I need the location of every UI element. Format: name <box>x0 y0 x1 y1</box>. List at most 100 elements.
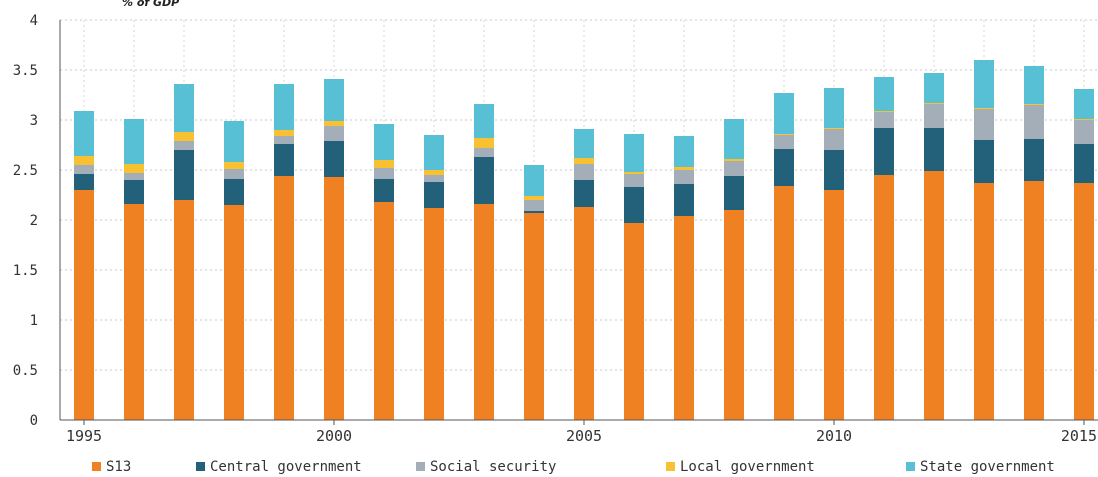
bar-segment <box>1074 89 1094 119</box>
y-tick-label: 3.5 <box>13 63 38 79</box>
bar-segment <box>224 169 244 179</box>
bar-segment <box>874 111 894 112</box>
bar-segment <box>774 149 794 186</box>
bar-segment <box>424 182 444 208</box>
legend-swatch <box>666 462 675 471</box>
bar-segment <box>274 84 294 130</box>
legend: S13 Central government Social security Loca… <box>92 459 1055 475</box>
bar-segment <box>724 176 744 210</box>
bar-segment <box>624 223 644 420</box>
bar-segment <box>124 119 144 164</box>
bar-segment <box>474 148 494 157</box>
bar-segment <box>874 77 894 111</box>
legend-label: Social security <box>430 459 556 475</box>
bar-segment <box>474 204 494 420</box>
bar-segment <box>1074 120 1094 144</box>
bar-segment <box>324 121 344 126</box>
x-tick-label: 2010 <box>816 427 852 445</box>
bar-segment <box>74 111 94 156</box>
bar-segment <box>774 93 794 134</box>
bar-segment <box>724 210 744 420</box>
bar-segment <box>174 132 194 141</box>
bar-segment <box>324 141 344 177</box>
bar-segment <box>924 104 944 128</box>
bar-segment <box>1074 183 1094 420</box>
bar-segment <box>324 79 344 121</box>
bar-segment <box>374 168 394 179</box>
bar-segment <box>624 134 644 172</box>
legend-label: Local government <box>680 459 815 475</box>
bar-segment <box>324 177 344 420</box>
bar-segment <box>1024 139 1044 181</box>
y-tick-label: 1.5 <box>13 263 38 279</box>
x-tick-label: 2015 <box>1061 427 1097 445</box>
y-tick-label: 2 <box>30 213 38 229</box>
y-tick-label: 4 <box>30 13 38 29</box>
bar-segment <box>674 170 694 184</box>
bar-segment <box>74 165 94 174</box>
legend-swatch <box>196 462 205 471</box>
x-tick-label: 2005 <box>566 427 602 445</box>
bar-segment <box>824 150 844 190</box>
bar-segment <box>224 121 244 162</box>
bar-segment <box>1074 119 1094 120</box>
bar-segment <box>1074 144 1094 183</box>
bar-segment <box>924 171 944 420</box>
bar-segment <box>1024 105 1044 139</box>
bar-segment <box>824 88 844 128</box>
bar-segment <box>624 174 644 187</box>
bar-segment <box>174 141 194 150</box>
bar-segment <box>724 159 744 161</box>
bar-segment <box>224 179 244 205</box>
bar-segment <box>524 200 544 211</box>
bar-segment <box>574 180 594 207</box>
bar-segment <box>924 73 944 103</box>
bar-segment <box>374 160 394 168</box>
bar-segment <box>524 165 544 196</box>
bar-segment <box>474 104 494 138</box>
bar-segment <box>624 172 644 174</box>
bar-segment <box>974 140 994 183</box>
bar-segment <box>74 190 94 420</box>
bar-segment <box>224 205 244 420</box>
bar-segment <box>774 135 794 149</box>
y-tick-label: 1 <box>30 313 38 329</box>
bar-segment <box>574 158 594 164</box>
bar-segment <box>674 136 694 167</box>
unit-label: % of GDP <box>122 0 180 9</box>
bar-segment <box>724 161 744 176</box>
bar-segment <box>824 129 844 150</box>
bar-segment <box>674 167 694 170</box>
bar-segment <box>274 176 294 420</box>
bar-segment <box>1024 104 1044 105</box>
bar-segment <box>174 150 194 200</box>
bar-segment <box>424 135 444 170</box>
legend-label: Central government <box>210 459 362 475</box>
legend-label: S13 <box>106 459 131 475</box>
bar-segment <box>374 202 394 420</box>
bar-segment <box>374 124 394 160</box>
bar-segment <box>274 144 294 176</box>
bar-segment <box>474 157 494 204</box>
bar-segment <box>874 128 894 175</box>
bar-segment <box>124 180 144 204</box>
y-tick-label: 3 <box>30 113 38 129</box>
bar-segment <box>374 179 394 202</box>
bar-segment <box>274 130 294 136</box>
x-tick-label: 1995 <box>66 427 102 445</box>
bar-segment <box>974 109 994 140</box>
bars <box>74 60 1094 420</box>
bar-segment <box>124 204 144 420</box>
bar-segment <box>274 136 294 144</box>
bar-segment <box>824 190 844 420</box>
x-tick-label: 2000 <box>316 427 352 445</box>
bar-segment <box>574 164 594 180</box>
bar-segment <box>424 170 444 175</box>
bar-segment <box>124 164 144 173</box>
bar-segment <box>774 134 794 135</box>
bar-segment <box>324 126 344 141</box>
y-tick-label: 0 <box>30 413 38 429</box>
bar-segment <box>874 112 894 128</box>
y-tick-label: 0.5 <box>13 363 38 379</box>
